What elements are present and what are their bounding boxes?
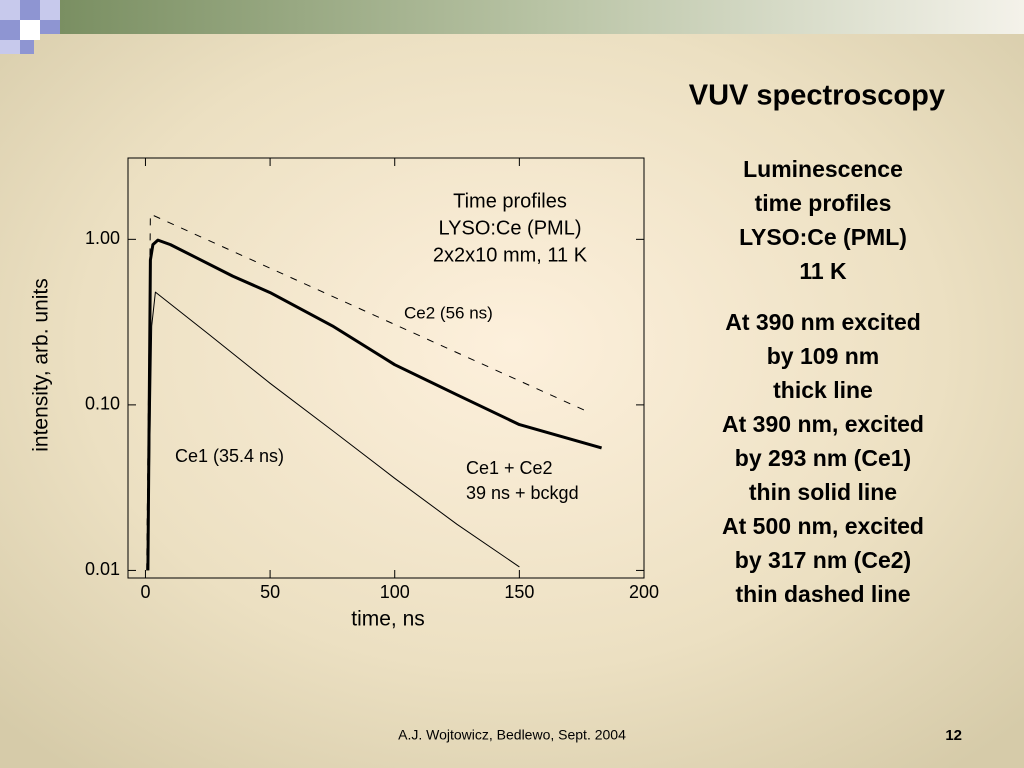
x-tick-label: 150 bbox=[504, 582, 534, 602]
side-text-line: time profiles bbox=[755, 190, 892, 216]
side-text-line: At 500 nm, excited bbox=[722, 513, 924, 539]
x-tick-label: 50 bbox=[260, 582, 280, 602]
corner-decoration bbox=[0, 0, 60, 54]
side-text-line: by 109 nm bbox=[767, 343, 880, 369]
x-tick-label: 200 bbox=[629, 582, 659, 602]
side-text-line: Luminescence bbox=[743, 156, 903, 182]
side-text-line: 11 K bbox=[799, 258, 847, 284]
slide-title: VUV spectroscopy bbox=[689, 80, 945, 112]
plot-frame bbox=[127, 157, 645, 579]
x-tick-label: 0 bbox=[140, 582, 150, 602]
annotation: Ce1 (35.4 ns) bbox=[175, 446, 284, 466]
x-tick-label: 100 bbox=[380, 582, 410, 602]
side-text-line: thin dashed line bbox=[735, 581, 910, 607]
annotation: 2x2x10 mm, 11 K bbox=[433, 244, 588, 266]
side-text-line: At 390 nm excited bbox=[725, 309, 921, 335]
side-text-line: At 390 nm, excited bbox=[722, 411, 924, 437]
side-text-line: by 293 nm (Ce1) bbox=[735, 445, 911, 471]
page-number: 12 bbox=[945, 727, 962, 744]
series-line bbox=[147, 291, 520, 571]
annotation: Ce2 (56 ns) bbox=[404, 303, 493, 322]
y-tick-label: 0.10 bbox=[85, 394, 120, 414]
annotation: LYSO:Ce (PML) bbox=[439, 217, 582, 239]
annotation: 39 ns + bckgd bbox=[466, 483, 579, 503]
side-text-line: thin solid line bbox=[749, 479, 897, 505]
footer: A.J. Wojtowicz, Bedlewo, Sept. 2004 bbox=[398, 727, 626, 743]
top-bar bbox=[60, 0, 1024, 34]
x-axis-label: time, ns bbox=[351, 608, 425, 631]
y-tick-label: 1.00 bbox=[85, 228, 120, 248]
annotation: Ce1 + Ce2 bbox=[466, 458, 553, 478]
side-text: Luminescence time profiles LYSO:Ce (PML) 11… bbox=[722, 156, 924, 607]
annotation: Time profiles bbox=[453, 190, 567, 212]
side-text-line: by 317 nm (Ce2) bbox=[735, 547, 911, 573]
series-line bbox=[146, 238, 603, 571]
y-axis-label: intensity, arb. units bbox=[30, 278, 53, 452]
side-text-line: thick line bbox=[773, 377, 873, 403]
side-text-line: LYSO:Ce (PML) bbox=[739, 224, 907, 250]
y-tick-label: 0.01 bbox=[85, 559, 120, 579]
chart: 0 50 100 150 200 0.01 0.10 1.00 time, ns intensit… bbox=[30, 157, 659, 631]
